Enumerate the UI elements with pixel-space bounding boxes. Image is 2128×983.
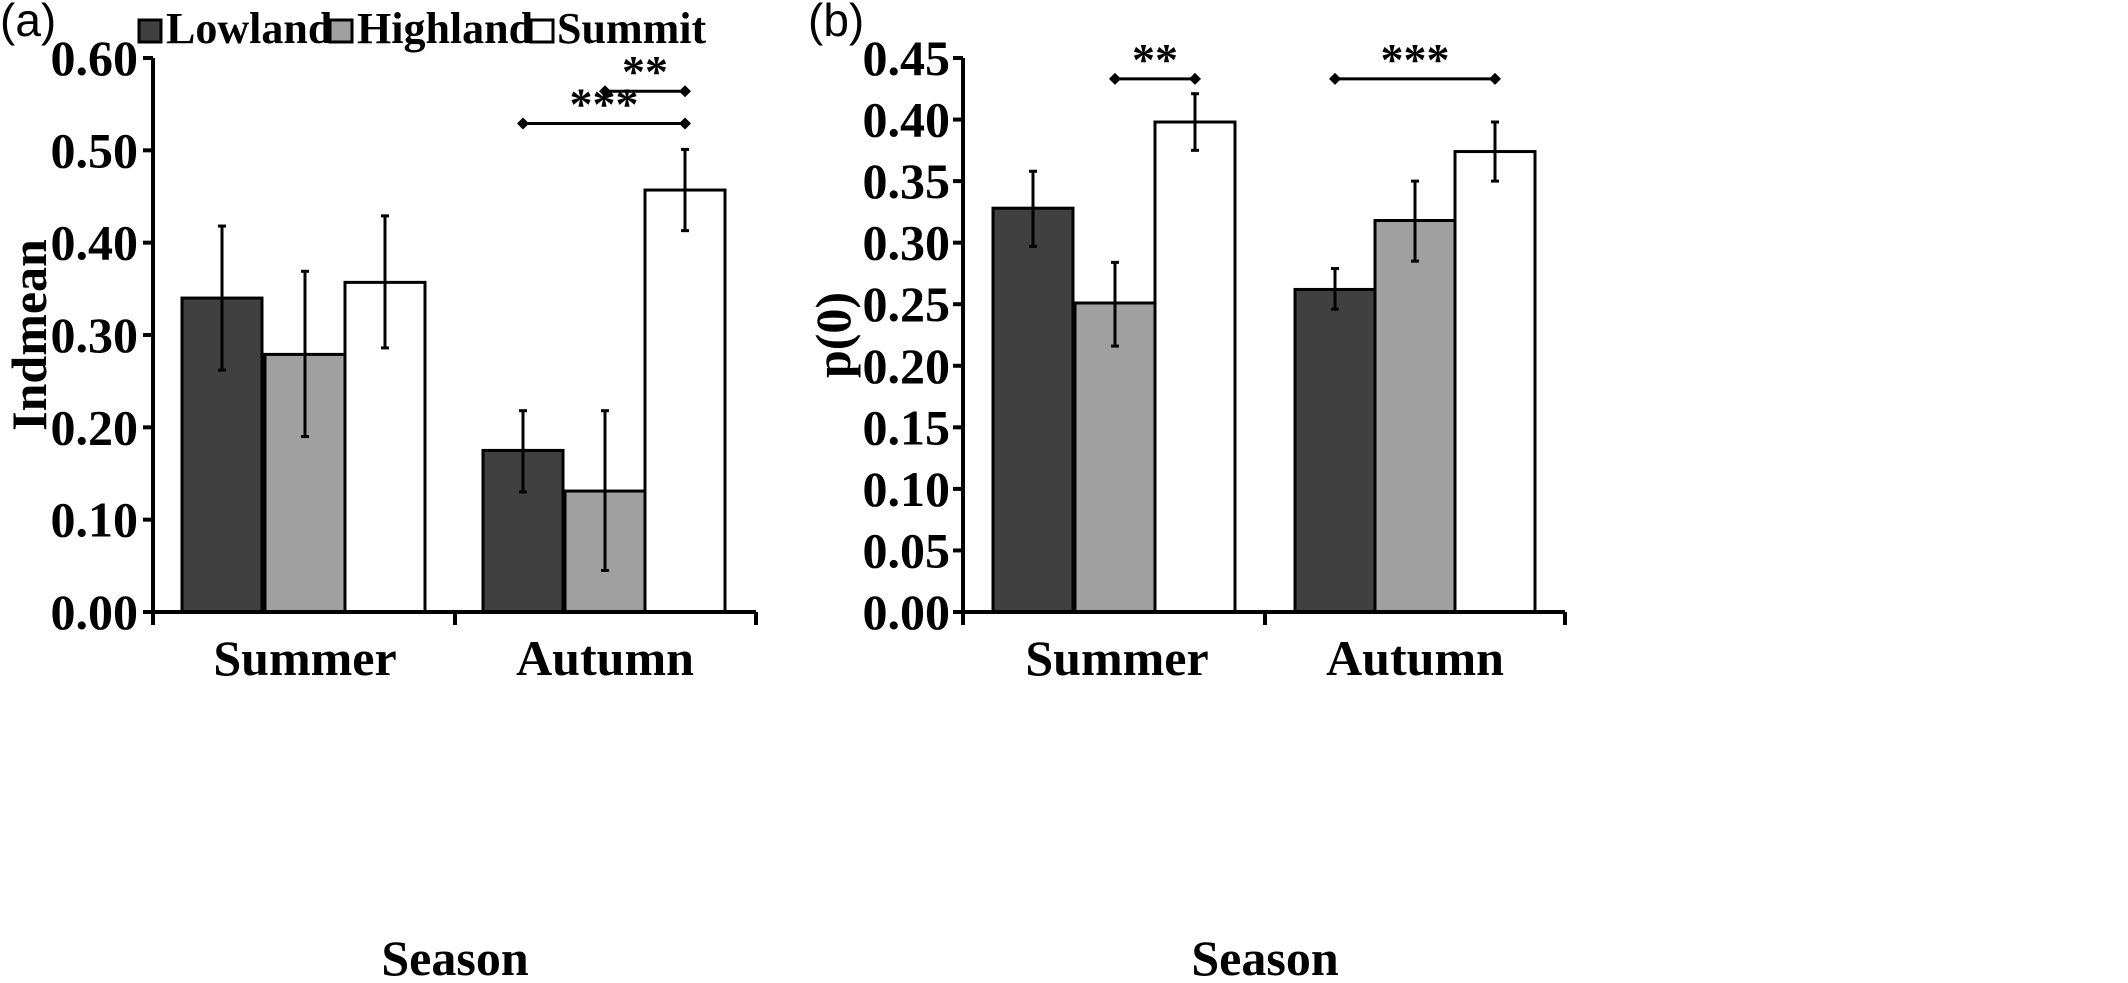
significance-label: **	[622, 46, 668, 97]
y-tick-label: 0.25	[863, 276, 951, 332]
significance-label: **	[1132, 34, 1178, 85]
y-tick-label: 0.30	[863, 215, 951, 271]
y-tick-label: 0.50	[51, 122, 139, 178]
x-axis-title: Season	[381, 930, 528, 983]
y-tick-label: 0.20	[51, 399, 139, 455]
legend-label-highland: Highland	[357, 4, 533, 53]
y-tick-label: 0.05	[863, 522, 951, 578]
significance-marker	[1189, 72, 1201, 85]
panel-letter: (a)	[0, 0, 56, 46]
legend: Lowland Highland Summit	[137, 4, 706, 53]
y-tick-label: 0.15	[863, 399, 951, 455]
significance-marker	[679, 117, 691, 130]
y-tick-label: 0.00	[863, 584, 951, 640]
significance-label: ***	[1381, 34, 1450, 85]
panel-a: (a) 0.00 0.10 0.20 0.30 0.40 0.50 0.60 Summer Aut…	[0, 0, 758, 983]
significance-marker	[1489, 72, 1501, 85]
bar-lowland-summer	[991, 206, 1075, 614]
y-tick-label: 0.30	[51, 307, 139, 363]
bar-summit-summer	[1153, 120, 1237, 614]
bar-highland-summer	[1073, 301, 1157, 614]
x-tick-label: Autumn	[1326, 630, 1504, 686]
legend-label-summit: Summit	[557, 4, 706, 53]
y-tick-label: 0.10	[863, 461, 951, 517]
bar-highland-autumn	[1373, 219, 1457, 614]
y-tick-label: 0.35	[863, 153, 951, 209]
significance-marker	[599, 85, 611, 98]
significance-marker	[679, 85, 691, 98]
legend-swatch-highland	[328, 18, 354, 44]
legend-label-lowland: Lowland	[166, 4, 332, 53]
y-tick-label: 0.10	[51, 492, 139, 548]
significance-label: ***	[570, 79, 639, 130]
y-tick-label: 0.40	[51, 215, 139, 271]
panel-letter: (b)	[808, 0, 864, 46]
significance-marker	[517, 117, 529, 130]
y-tick-label: 0.60	[51, 30, 139, 86]
legend-swatch-lowland	[137, 18, 163, 44]
x-tick-label: Autumn	[516, 630, 694, 686]
y-axis-title: p(0)	[805, 292, 861, 378]
y-tick-label: 0.00	[51, 584, 139, 640]
panel-b: (b) 0.00 0.050.10 0.150.20 0.250.30 0.350.40 0…	[805, 0, 1567, 983]
significance-marker	[1329, 72, 1341, 85]
bar-summit-autumn	[1453, 150, 1537, 614]
x-tick-label: Summer	[1025, 630, 1208, 686]
legend-swatch-summit	[529, 18, 555, 44]
y-tick-label: 0.45	[863, 30, 951, 86]
y-tick-label: 0.20	[863, 338, 951, 394]
y-tick-label: 0.40	[863, 92, 951, 148]
significance-marker	[1109, 72, 1121, 85]
y-axis-title: Indmean	[1, 239, 57, 431]
bar-summit-autumn	[643, 188, 727, 614]
bar-lowland-autumn	[1293, 287, 1377, 614]
x-tick-label: Summer	[213, 630, 396, 686]
x-axis-title: Season	[1191, 930, 1338, 983]
